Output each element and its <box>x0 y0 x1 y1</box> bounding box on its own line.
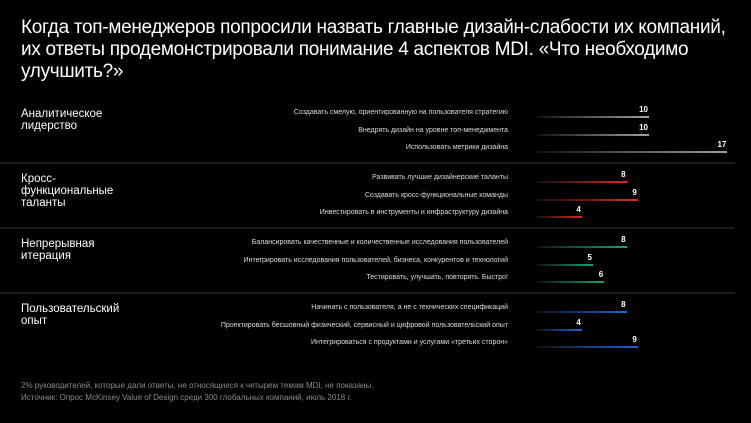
data-label: 10 <box>639 122 648 132</box>
data-label: 9 <box>632 335 637 344</box>
data-label: 8 <box>621 300 626 309</box>
bar <box>537 328 582 331</box>
item-label: Создавать кросс-функциональные команды <box>364 191 508 199</box>
group-label: Аналитическое лидерство <box>21 108 103 132</box>
item-label: Проектировать бесшовный физический, серв… <box>220 321 508 329</box>
data-label: 9 <box>632 187 637 197</box>
item-label: Создавать смелую, ориентированную на пол… <box>293 109 508 116</box>
bar <box>537 346 638 348</box>
bar <box>537 198 638 201</box>
group-label: Пользовательский опыт <box>21 303 120 327</box>
bar <box>537 116 649 118</box>
group-label: Кросс- функциональные таланты <box>21 173 114 209</box>
item-label: Внедрять дизайн на уровне топ-менеджмент… <box>358 126 508 134</box>
item-label: Развивать лучшие дизайнерские таланты <box>372 174 508 181</box>
item-label: Интегрироваться с продуктами и услугами … <box>310 339 508 346</box>
group-divider <box>0 227 735 229</box>
data-label: 8 <box>621 235 626 244</box>
source-note: Источник: Опрос McKinsey Value of Design… <box>21 393 352 402</box>
bar <box>537 151 728 153</box>
bar <box>537 281 605 283</box>
bar <box>537 181 627 183</box>
data-label: 17 <box>717 140 727 149</box>
data-label: 4 <box>576 205 581 214</box>
group-label: Непрерывная итерация <box>21 238 95 262</box>
bar <box>537 311 627 313</box>
data-label: 10 <box>639 105 648 114</box>
data-label: 8 <box>621 170 626 179</box>
footer: 2% руководителей, которые дали ответы, н… <box>21 380 374 404</box>
bar <box>537 133 649 136</box>
bar <box>537 216 582 218</box>
item-label: Тестировать, улучшать, повторять. Быстро… <box>366 274 508 281</box>
group-divider <box>0 292 735 294</box>
chart-title: Когда топ-менеджеров попросили назвать г… <box>21 17 726 82</box>
footnote: 2% руководителей, которые дали ответы, н… <box>21 381 374 390</box>
bar <box>537 263 593 266</box>
data-label: 6 <box>598 270 604 279</box>
bar <box>537 246 627 248</box>
item-label: Балансировать качественные и количествен… <box>251 239 508 246</box>
group-divider <box>0 162 735 164</box>
item-label: Интегрировать исследования пользователей… <box>243 256 508 264</box>
data-label: 5 <box>587 252 592 262</box>
item-label: Начинать с пользователя, а не с техничес… <box>311 304 508 311</box>
item-label: Использовать метрики дизайна <box>405 144 508 151</box>
item-label: Инвестировать в инструменты и инфраструк… <box>319 209 508 216</box>
data-label: 4 <box>576 317 581 327</box>
